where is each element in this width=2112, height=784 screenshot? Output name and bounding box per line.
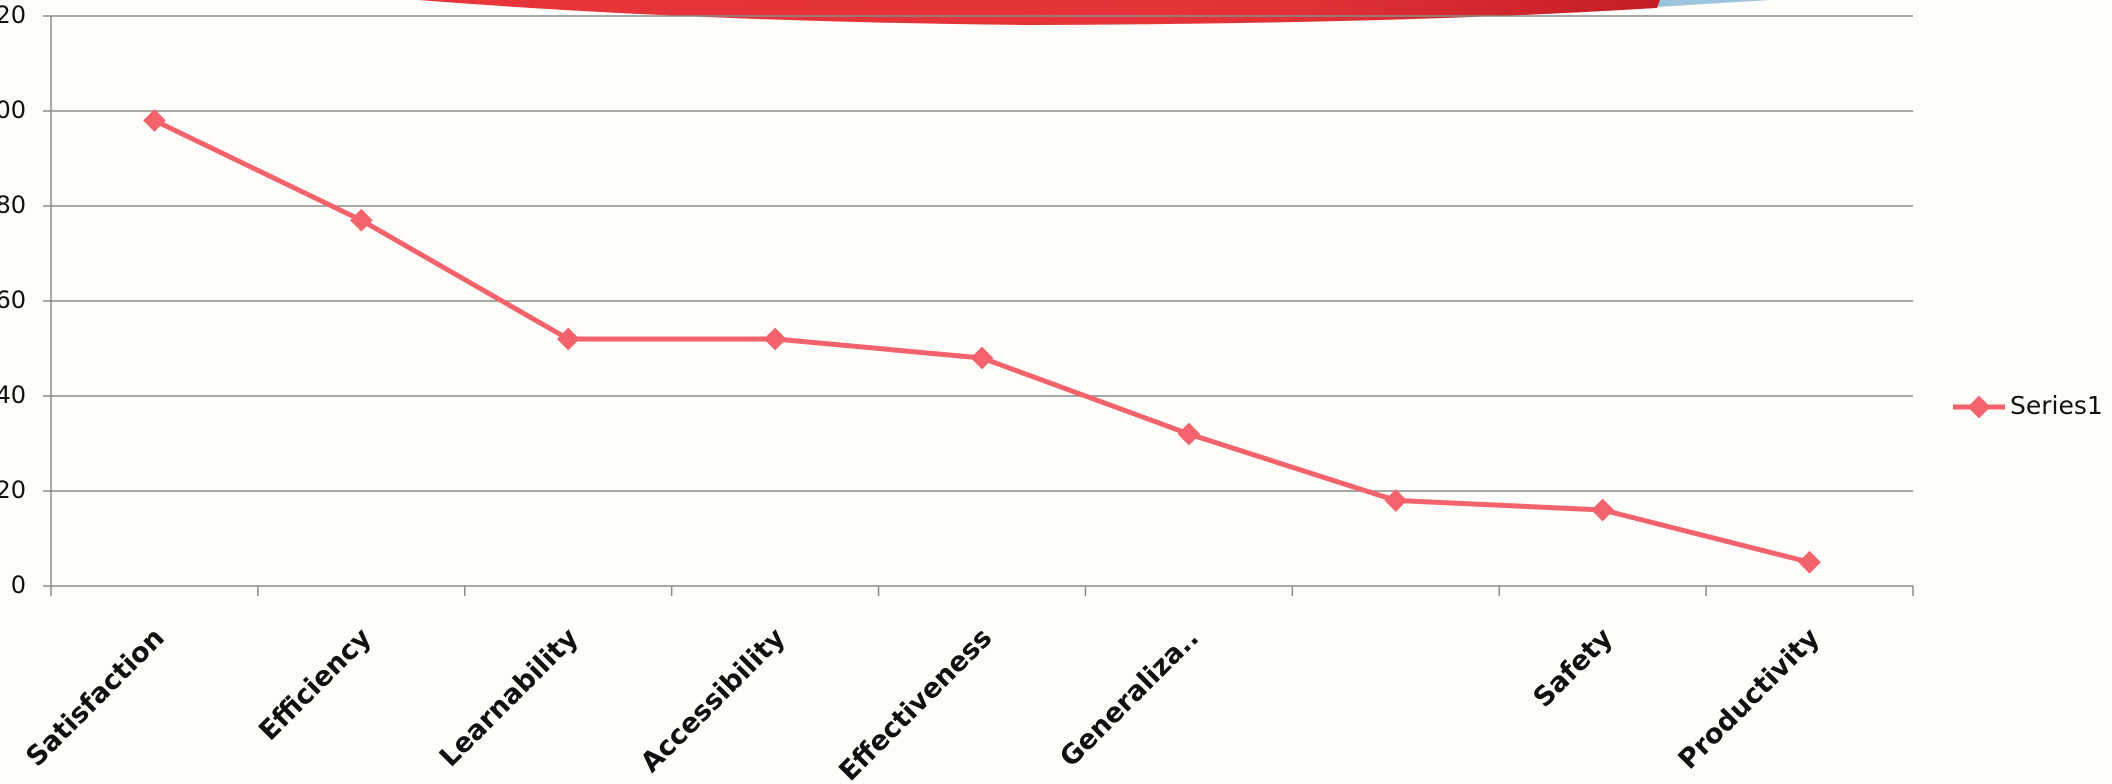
y-tick-label: 100	[0, 96, 26, 124]
marker	[970, 346, 994, 370]
marker	[556, 327, 580, 351]
marker	[1384, 489, 1408, 512]
marker	[143, 109, 166, 132]
y-tick-label: 40	[0, 381, 26, 409]
y-tick-label: 120	[0, 1, 26, 29]
marker	[1591, 498, 1614, 522]
legend-marker	[1967, 395, 1991, 419]
marker	[1798, 550, 1821, 574]
legend-label: Series1	[2010, 391, 2103, 420]
y-tick-label: 60	[0, 286, 26, 314]
decoration	[418, 0, 1660, 25]
marker	[763, 327, 787, 351]
decoration	[1640, 0, 1770, 8]
y-tick-label: 80	[0, 191, 26, 219]
y-tick-label: 20	[0, 476, 26, 504]
y-tick-label: 0	[11, 571, 26, 599]
marker	[1177, 422, 1201, 446]
